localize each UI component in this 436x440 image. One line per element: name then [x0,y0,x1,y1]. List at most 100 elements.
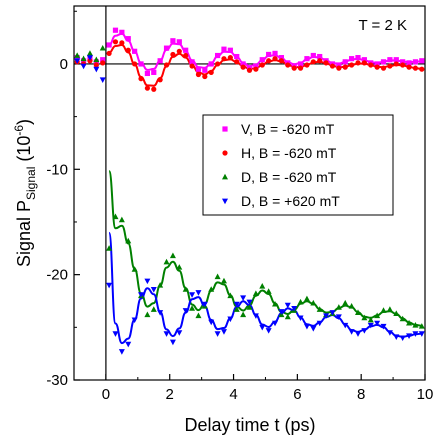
legend-label: V, B = -620 mT [241,121,335,137]
data-point [400,59,406,65]
data-point [355,55,361,61]
data-point [227,316,234,323]
data-point [233,306,240,312]
data-point [380,307,387,313]
data-point [297,65,304,71]
data-point [400,62,406,68]
data-point [157,310,164,316]
data-point [151,69,157,75]
data-point [354,331,361,337]
data-point [336,65,342,71]
data-point [150,286,157,293]
data-point [208,319,215,326]
data-point [234,59,240,65]
data-point [176,330,183,336]
data-point [412,331,419,337]
data-point [406,64,412,70]
data-point [272,320,279,327]
data-point [195,66,202,72]
data-point [329,310,336,316]
data-point [106,50,112,57]
data-point [131,317,138,324]
data-point [183,47,189,53]
data-point [138,292,145,298]
data-point [399,335,406,342]
data-point [222,198,228,205]
data-point [303,323,310,330]
data-point [278,58,285,64]
tick-labels: 0 2 4 6 8 10 0 -10 -20 -30 [46,56,433,403]
data-point [266,58,272,64]
data-point [93,62,99,68]
data-point [240,295,247,302]
data-point [278,309,285,315]
data-point [119,40,125,46]
data-point [310,59,316,65]
data-point [157,58,163,64]
data-point [335,314,342,320]
data-point [304,56,310,62]
data-markers [74,27,425,355]
data-point [106,245,113,251]
data-point [412,65,419,71]
data-point [265,328,272,334]
data-point [399,315,406,322]
y-axis-label-unit: (10 [14,136,34,167]
data-point [361,328,368,334]
data-point [150,306,157,312]
data-point [367,316,374,323]
data-point [93,56,100,63]
data-point [348,303,355,309]
data-point [310,325,317,332]
data-point [227,47,233,53]
data-point [348,329,355,335]
data-point [259,62,265,68]
data-point [355,60,361,66]
data-point [132,48,138,54]
y-tick-label: -20 [46,267,68,284]
data-point [138,61,144,67]
data-point [329,63,336,69]
data-point [252,290,259,297]
data-point [419,58,425,64]
data-point [131,266,138,272]
data-point [234,53,240,60]
data-point [176,39,182,45]
data-point [317,53,323,60]
data-point [342,64,348,70]
data-point [112,331,119,337]
data-point [99,77,106,83]
data-point [297,315,304,322]
data-point [342,299,349,306]
data-point [214,331,221,337]
data-point [222,126,228,132]
data-point [393,57,399,63]
data-point [412,59,419,65]
data-point [253,63,259,69]
x-tick-label: 0 [102,386,110,403]
data-point [99,44,106,51]
data-point [144,311,151,318]
data-point [240,61,246,67]
data-point [125,47,131,53]
data-point [233,301,240,308]
data-point [285,62,291,68]
data-point [297,298,304,305]
data-point [169,252,176,259]
data-point [246,299,253,306]
data-point [100,57,106,63]
data-point [183,52,189,59]
data-point [214,52,221,59]
data-point [349,62,355,68]
data-point [316,320,323,327]
data-point [323,60,329,66]
data-point [112,39,119,45]
y-axis-label: Signal PSignal (10-6) [12,119,38,267]
data-point [380,65,387,71]
data-point [222,150,228,156]
data-point [374,64,380,70]
data-point [138,76,144,82]
data-point [195,290,202,296]
data-point [163,258,170,265]
data-point [336,62,342,68]
